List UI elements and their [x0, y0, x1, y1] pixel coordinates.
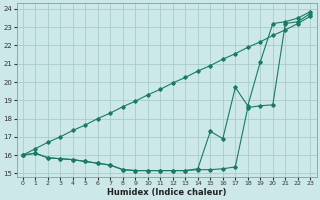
X-axis label: Humidex (Indice chaleur): Humidex (Indice chaleur) — [107, 188, 226, 197]
